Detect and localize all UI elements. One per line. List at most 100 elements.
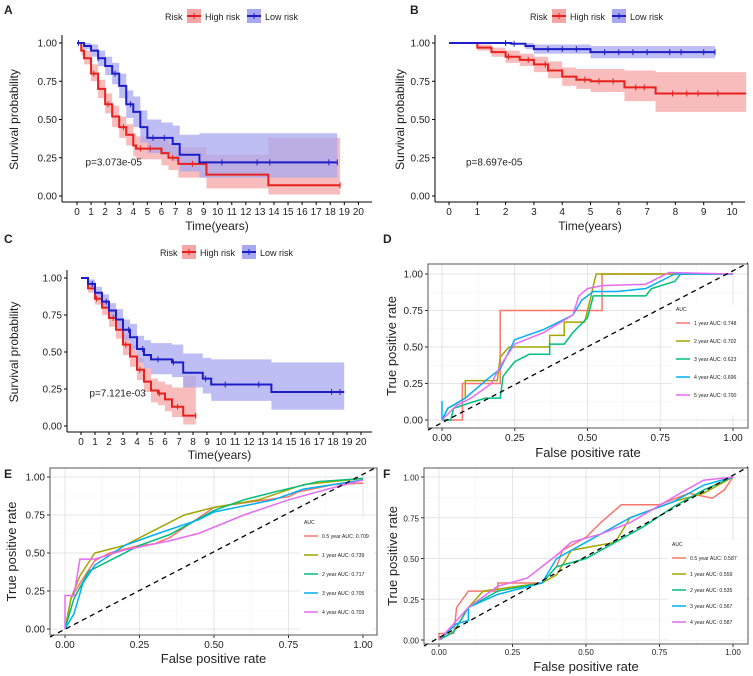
panel-F: F 0.00 0.25 0.50 0.75 1.00 0.00 0.25 0.50 0.75 1.0… [383,466,749,674]
roc-curve [438,476,734,640]
x-tick-label: 7 [644,207,650,218]
y-tick-label: 0.00 [411,192,431,203]
legend-title: AUC [304,520,315,526]
survival-curve-low-risk [81,277,345,393]
x-tick-label: 9 [204,437,210,448]
y-tick-label: 0.75 [38,77,58,88]
x-tick-label: 4 [559,207,565,218]
panel-E: E 0.00 0.25 0.50 0.75 1.00 0.00 0.25 0.50 0.75 1.0… [4,466,378,666]
x-tick-label: 4 [130,207,136,218]
x-tick-label: 20 [355,437,367,448]
legend-label: 0.5 year AUC: 0.587 [690,556,737,562]
legend-label: 4 year AUC: 0.696 [694,375,737,381]
x-tick-label: 20 [353,207,365,218]
x-axis-title: Time(years) [188,448,252,462]
legend: Risk High risk Low risk [160,245,294,259]
y-tick-label: 0.25 [38,153,58,164]
y-tick-label: 0.25 [404,379,424,390]
x-tick-label: 0 [78,437,84,448]
panel-letter: B [410,3,419,17]
ci-band-low-risk [81,278,345,410]
plot-border [427,263,749,429]
x-tick-label: 19 [341,437,353,448]
x-axis-title: False positive rate [535,445,641,460]
x-tick-label: 0.25 [505,648,521,657]
x-tick-label: 9 [701,207,707,218]
y-tick-label: 1.00 [403,474,419,483]
legend-label: Low risk [265,12,299,22]
legend: Risk High risk Low risk [165,9,299,23]
y-tick-label: 0.00 [38,192,58,203]
legend-label: 2 year AUC: 0.535 [690,588,733,594]
y-tick-label: 0.75 [43,311,63,322]
legend-title: AUC [676,307,687,313]
y-tick-label: 0.75 [404,306,424,317]
x-tick-label: 19 [339,207,351,218]
ci-band-low-risk [77,43,338,178]
reference-diagonal [49,466,378,638]
y-tick-label: 1.00 [404,270,424,281]
y-tick-label: 1.00 [43,274,63,285]
legend-label: Low risk [630,12,664,22]
x-tick-label: 13 [254,207,266,218]
x-tick-label: 3 [120,437,126,448]
y-tick-label: 0.00 [26,625,46,636]
legend-label: 0.5 year AUC: 0.709 [322,534,369,540]
y-tick-label: 0.00 [403,637,419,646]
panel-letter: D [383,232,392,246]
x-tick-label: 1 [88,207,94,218]
x-tick-label: 2 [102,207,108,218]
roc-curve [438,476,734,641]
x-tick-label: 18 [327,437,339,448]
ci-band-low-risk [449,43,716,59]
x-tick-label: 6 [159,207,165,218]
x-tick-label: 8 [673,207,679,218]
x-tick-label: 5 [148,437,154,448]
x-tick-label: 10 [212,207,224,218]
y-tick-label: 0.00 [404,416,424,427]
legend-label: 4 year AUC: 0.587 [690,620,733,626]
y-tick-label: 1.00 [26,473,46,484]
x-tick-label: 1.00 [353,640,373,651]
y-tick-label: 0.25 [403,596,419,605]
legend-title: Risk [530,12,548,22]
x-tick-label: 6 [616,207,622,218]
y-axis-title: Survival probability [393,69,407,170]
x-tick-label: 12 [240,207,252,218]
legend-label: 1 year AUC: 0.739 [322,553,365,559]
panel-letter: F [383,467,390,481]
x-tick-label: 7 [173,207,179,218]
legend-title: AUC [672,542,683,548]
x-tick-label: 1 [475,207,481,218]
x-tick-label: 9 [201,207,207,218]
legend-background [300,518,374,633]
roc-curve [64,479,364,629]
panel-letter: E [4,467,12,481]
y-tick-label: 0.50 [26,549,46,560]
legend-label: 2 year AUC: 0.717 [322,572,365,578]
x-tick-label: 0 [74,207,80,218]
x-tick-label: 0.75 [279,640,299,651]
y-tick-label: 0.50 [404,343,424,354]
survival-curve-high-risk [81,277,196,417]
y-axis-title: Survival probability [7,302,21,403]
x-tick-label: 3 [531,207,537,218]
x-tick-label: 0.25 [505,433,525,444]
y-tick-label: 0.25 [26,587,46,598]
survival-curve-high-risk [449,42,747,95]
legend: AUC 0.5 year AUC: 0.709 1 year AUC: 0.739 2… [300,518,374,633]
roc-curve [64,482,364,630]
legend-label: 1 year AUC: 0.748 [694,321,737,327]
x-axis-title: Time(years) [185,219,249,233]
x-tick-label: 1.00 [725,648,741,657]
plot-border [49,467,378,636]
x-tick-label: 12 [243,437,255,448]
legend-title: Risk [160,248,178,258]
x-tick-label: 17 [313,437,325,448]
panel-C: C0 1 2 3 4 5 6 7 8 9 10 11 12 13 14 15 16 17 18 19 200.000.2… [4,232,372,462]
x-tick-label: 0.75 [652,648,668,657]
p-value-label: p=8.697e-05 [466,157,523,168]
x-tick-label: 0 [446,207,452,218]
x-tick-label: 13 [257,437,269,448]
